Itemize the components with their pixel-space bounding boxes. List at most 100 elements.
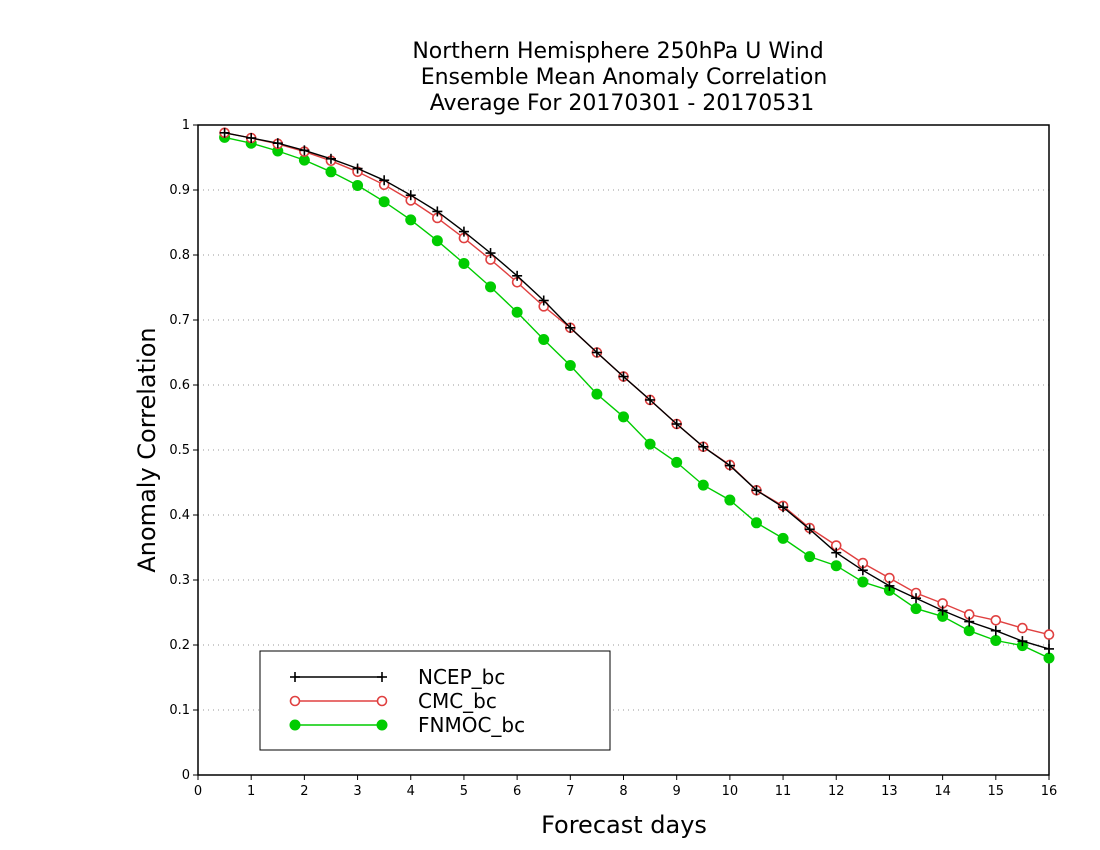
data-point-ncep-bc [911, 593, 922, 604]
x-tick-label: 15 [988, 784, 1005, 799]
x-tick-label: 8 [619, 784, 627, 799]
series-layer [219, 127, 1055, 664]
legend-marker [289, 719, 301, 731]
data-point-cmc-bc [1017, 622, 1028, 634]
data-point-fnmoc-bc [750, 517, 762, 529]
data-point-fnmoc-bc [591, 388, 603, 400]
x-tick-label: 11 [775, 784, 792, 799]
data-point-fnmoc-bc [564, 360, 576, 371]
series-fnmoc-bc [219, 131, 1055, 664]
data-point-fnmoc-bc [618, 411, 629, 423]
data-point-ncep-bc [325, 153, 336, 164]
data-point-fnmoc-bc [644, 438, 656, 450]
data-point-ncep-bc [671, 419, 682, 429]
legend-marker [290, 672, 300, 682]
gridlines [198, 189, 1049, 711]
data-point-fnmoc-bc [458, 257, 470, 269]
legend-label: CMC_bc [418, 689, 497, 713]
legend-label: FNMOC_bc [418, 713, 525, 737]
data-point-ncep-bc [485, 248, 496, 259]
x-axis-label: Forecast days [541, 811, 707, 839]
data-point-fnmoc-bc [963, 625, 975, 637]
data-point-ncep-bc [778, 502, 789, 513]
data-point-fnmoc-bc [485, 281, 497, 293]
x-tick-label: 16 [1041, 784, 1058, 799]
data-point-ncep-bc [272, 138, 283, 149]
data-point-fnmoc-bc [697, 479, 709, 491]
y-tick-label: 1 [182, 118, 190, 133]
x-tick-label: 5 [460, 784, 468, 799]
x-tick-label: 14 [934, 784, 951, 799]
legend-marker [376, 719, 388, 731]
data-point-ncep-bc [379, 175, 390, 186]
data-point-ncep-bc [591, 347, 602, 358]
data-point-fnmoc-bc [325, 166, 337, 178]
x-tick-label: 3 [353, 784, 361, 799]
data-point-ncep-bc [458, 226, 469, 237]
data-point-fnmoc-bc [511, 306, 523, 318]
data-point-fnmoc-bc [671, 456, 683, 468]
data-point-ncep-bc [512, 270, 523, 281]
series-ncep-bc [219, 127, 1054, 654]
y-tick-label: 0.6 [169, 378, 190, 393]
y-tick-label: 0.1 [169, 703, 190, 718]
series-line-ncep-bc [224, 132, 1050, 650]
data-point-fnmoc-bc [352, 179, 364, 191]
x-tick-label: 13 [881, 784, 898, 799]
data-point-ncep-bc [751, 485, 762, 496]
data-point-ncep-bc [538, 295, 549, 306]
data-point-ncep-bc [246, 133, 257, 143]
y-tick-label: 0.2 [169, 638, 190, 653]
x-tick-label: 6 [513, 784, 521, 799]
series-line-cmc-bc [224, 132, 1050, 636]
data-point-cmc-bc [990, 614, 1002, 626]
y-tick-label: 0.5 [169, 443, 190, 458]
legend-entry-fnmoc-bc: FNMOC_bc [289, 713, 525, 737]
x-tick-label: 4 [407, 784, 415, 799]
x-tick-label: 2 [300, 784, 308, 799]
x-tick-label: 10 [722, 784, 739, 799]
legend-entry-cmc-bc: CMC_bc [289, 689, 497, 713]
data-point-fnmoc-bc [804, 551, 816, 563]
data-point-fnmoc-bc [431, 235, 443, 247]
x-tick-label: 0 [194, 784, 202, 799]
data-point-ncep-bc [405, 190, 416, 201]
chart-title-line-3: Average For 20170301 - 20170531 [430, 91, 815, 116]
data-point-ncep-bc [990, 625, 1001, 636]
data-point-ncep-bc [565, 322, 576, 333]
data-point-ncep-bc [432, 206, 443, 217]
data-point-fnmoc-bc [538, 334, 550, 345]
data-point-ncep-bc [857, 565, 868, 576]
data-point-fnmoc-bc [857, 576, 869, 588]
y-tick-label: 0.4 [169, 508, 190, 523]
chart-title-line-2: Ensemble Mean Anomaly Correlation [421, 65, 828, 90]
axis-ticks: 00.10.20.30.40.50.60.70.80.910 1 2 3 4 5 6 7 8 9 1… [169, 118, 1057, 799]
data-point-ncep-bc [618, 371, 629, 382]
data-point-ncep-bc [804, 524, 815, 535]
data-point-ncep-bc [937, 605, 948, 616]
data-point-ncep-bc [884, 580, 895, 591]
data-point-fnmoc-bc [990, 634, 1002, 646]
y-tick-label: 0 [182, 768, 190, 783]
data-point-fnmoc-bc [777, 532, 789, 544]
data-point-ncep-bc [645, 394, 656, 405]
data-point-ncep-bc [352, 163, 363, 174]
y-tick-label: 0.7 [169, 313, 190, 328]
data-point-ncep-bc [1017, 636, 1028, 647]
data-point-ncep-bc [831, 547, 842, 558]
data-point-ncep-bc [219, 127, 230, 138]
data-point-ncep-bc [299, 145, 310, 156]
y-tick-label: 0.8 [169, 248, 190, 263]
x-tick-label: 7 [566, 784, 574, 799]
legend-marker [377, 672, 387, 682]
x-tick-label: 9 [673, 784, 681, 799]
x-tick-label: 1 [247, 784, 255, 799]
legend-label: NCEP_bc [418, 665, 505, 689]
data-point-ncep-bc [1044, 643, 1054, 654]
x-tick-label: 12 [828, 784, 845, 799]
legend-marker [376, 695, 388, 707]
data-point-fnmoc-bc [724, 494, 736, 506]
